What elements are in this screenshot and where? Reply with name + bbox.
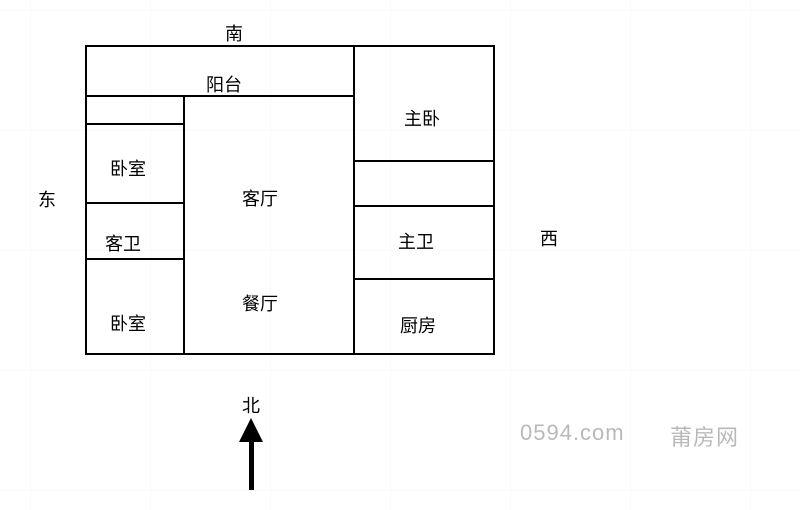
wall-line: [85, 45, 493, 47]
room-label: 餐厅: [242, 290, 278, 316]
wall-line: [353, 205, 493, 207]
compass-west: 西: [540, 225, 558, 251]
wall-line: [353, 353, 495, 355]
wall-line: [353, 160, 493, 162]
room-label: 客卫: [105, 230, 141, 256]
wall-line: [493, 45, 495, 355]
wall-line: [85, 258, 183, 260]
room-label: 厨房: [400, 312, 436, 338]
wall-line: [353, 45, 355, 355]
room-label: 卧室: [110, 155, 146, 181]
room-label: 阳台: [206, 71, 242, 97]
watermark-site: 莆房网: [670, 420, 739, 452]
floorplan-canvas: 南 东 西 北 阳台主卧卧室客厅客卫主卫餐厅卧室厨房 0594.com 莆房网: [0, 0, 800, 510]
room-label: 卧室: [110, 310, 146, 336]
wall-line: [353, 278, 493, 280]
compass-east: 东: [38, 186, 56, 212]
watermark-domain: 0594.com: [520, 420, 625, 446]
north-arrow-stem: [249, 440, 254, 490]
wall-line: [85, 353, 355, 355]
wall-line: [85, 202, 183, 204]
room-label: 客厅: [242, 185, 278, 211]
wall-line: [85, 123, 183, 125]
wall-line: [183, 95, 185, 355]
north-arrow-head: [239, 418, 263, 442]
room-label: 主卧: [404, 105, 440, 131]
wall-line: [85, 45, 87, 355]
compass-south: 南: [225, 20, 243, 46]
room-label: 主卫: [398, 228, 434, 254]
compass-north: 北: [242, 392, 260, 418]
